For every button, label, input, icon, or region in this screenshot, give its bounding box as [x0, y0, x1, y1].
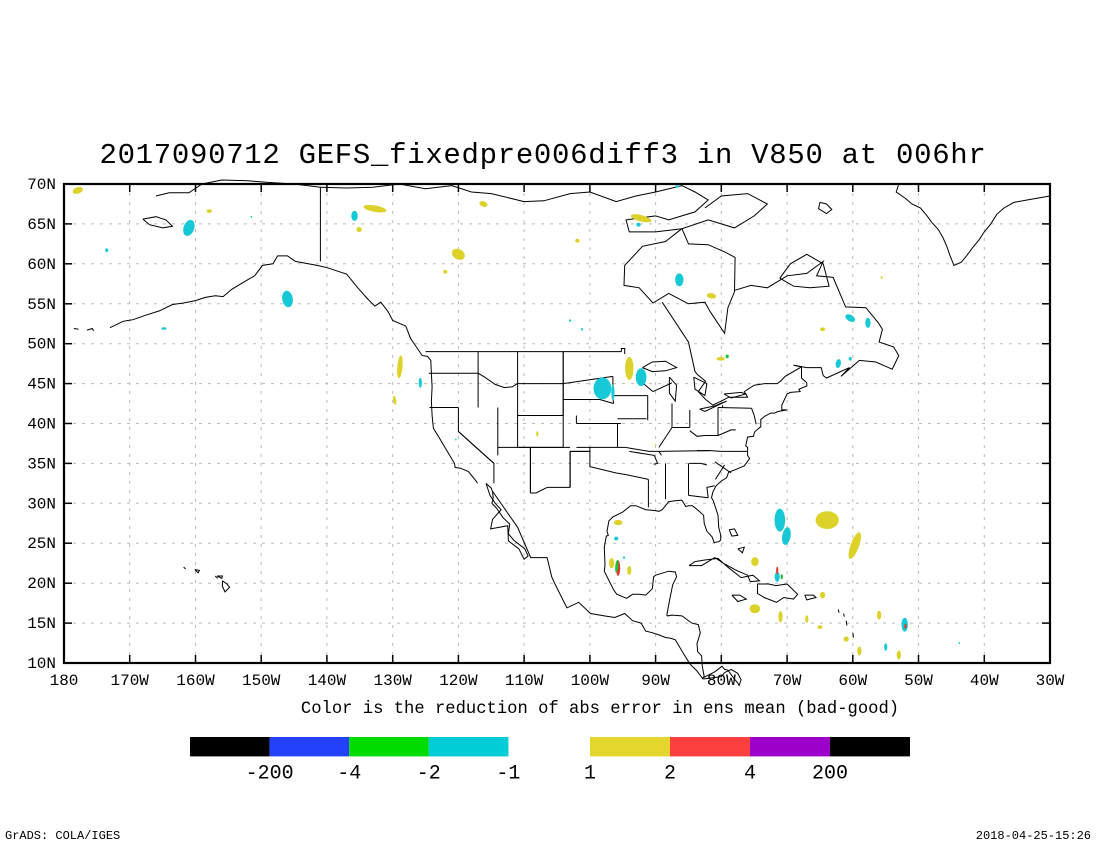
svg-text:25N: 25N	[27, 535, 56, 553]
svg-text:130W: 130W	[373, 672, 412, 690]
svg-text:10N: 10N	[27, 655, 56, 673]
svg-text:50W: 50W	[904, 672, 933, 690]
svg-text:4: 4	[744, 762, 756, 785]
svg-text:80W: 80W	[707, 672, 736, 690]
svg-text:65N: 65N	[27, 216, 56, 234]
svg-text:2: 2	[664, 762, 676, 785]
svg-text:120W: 120W	[439, 672, 478, 690]
svg-text:40W: 40W	[970, 672, 999, 690]
svg-text:30N: 30N	[27, 495, 56, 513]
svg-text:180: 180	[50, 672, 79, 690]
svg-text:50N: 50N	[27, 336, 56, 354]
svg-text:-2: -2	[417, 762, 441, 785]
svg-text:15N: 15N	[27, 615, 56, 633]
svg-text:90W: 90W	[641, 672, 670, 690]
svg-text:70N: 70N	[27, 176, 56, 194]
svg-text:35N: 35N	[27, 455, 56, 473]
svg-text:140W: 140W	[308, 672, 347, 690]
svg-text:-200: -200	[246, 762, 294, 785]
svg-text:45N: 45N	[27, 376, 56, 394]
svg-text:170W: 170W	[110, 672, 149, 690]
svg-text:200: 200	[812, 762, 848, 785]
svg-text:40N: 40N	[27, 416, 56, 434]
svg-text:55N: 55N	[27, 296, 56, 314]
svg-text:1: 1	[584, 762, 596, 785]
svg-text:20N: 20N	[27, 575, 56, 593]
svg-text:150W: 150W	[242, 672, 281, 690]
svg-text:60W: 60W	[838, 672, 867, 690]
svg-text:-1: -1	[496, 762, 520, 785]
svg-text:110W: 110W	[505, 672, 544, 690]
svg-text:70W: 70W	[773, 672, 802, 690]
svg-text:30W: 30W	[1036, 672, 1065, 690]
svg-text:160W: 160W	[176, 672, 215, 690]
svg-text:100W: 100W	[571, 672, 610, 690]
svg-text:-4: -4	[337, 762, 361, 785]
svg-text:60N: 60N	[27, 256, 56, 274]
